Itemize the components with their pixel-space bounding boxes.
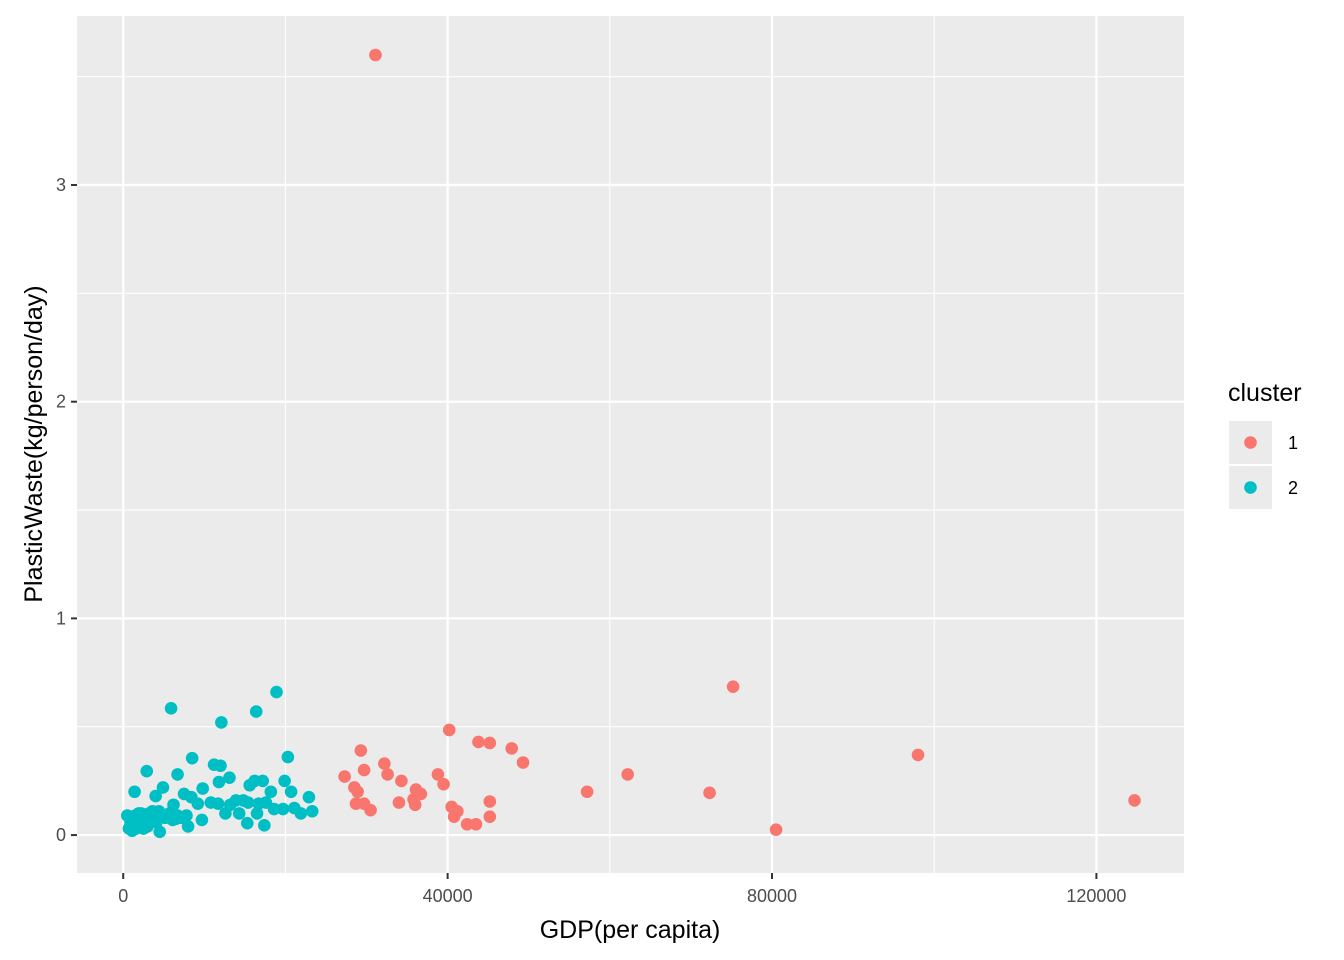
y-axis-title: PlasticWaste(kg/person/day) <box>20 285 48 602</box>
legend-title: cluster <box>1228 379 1302 407</box>
x-axis-ticks: 0 40000 80000 120000 <box>118 873 1126 906</box>
legend-key-swatch <box>1244 481 1257 494</box>
data-point-cluster-1 <box>395 774 408 788</box>
data-point-cluster-2 <box>252 797 265 810</box>
data-point-cluster-1 <box>516 756 530 769</box>
data-point-cluster-2 <box>214 759 227 773</box>
plot-panel <box>77 16 1184 873</box>
data-point-cluster-1 <box>483 795 497 808</box>
data-point-cluster-2 <box>232 807 246 820</box>
data-point-cluster-2 <box>169 812 183 826</box>
data-point-cluster-2 <box>249 705 263 718</box>
data-point-cluster-2 <box>305 804 319 818</box>
data-point-cluster-2 <box>212 775 226 789</box>
data-point-cluster-1 <box>392 796 406 809</box>
data-point-cluster-1 <box>408 798 422 812</box>
data-point-cluster-1 <box>381 768 394 781</box>
data-point-cluster-2 <box>264 785 278 799</box>
data-point-cluster-1 <box>726 680 740 693</box>
data-point-cluster-1 <box>437 777 450 791</box>
data-point-cluster-1 <box>483 736 497 750</box>
data-point-cluster-2 <box>243 778 257 792</box>
data-point-cluster-2 <box>140 764 154 778</box>
data-point-cluster-1 <box>483 810 497 823</box>
y-tick-label: 0 <box>56 825 66 845</box>
x-tick-label: 40000 <box>423 886 473 906</box>
x-tick-label: 0 <box>118 886 128 906</box>
x-tick-label: 120000 <box>1066 886 1126 906</box>
data-point-cluster-2 <box>219 807 232 820</box>
legend-label: 2 <box>1288 478 1298 498</box>
data-point-cluster-2 <box>250 807 264 820</box>
data-point-cluster-2 <box>276 802 290 816</box>
data-point-cluster-2 <box>156 781 170 794</box>
data-point-cluster-1 <box>442 723 456 737</box>
x-tick-label: 80000 <box>747 886 797 906</box>
data-point-cluster-2 <box>256 774 270 788</box>
data-point-cluster-2 <box>211 797 225 810</box>
grid-major <box>77 16 1184 873</box>
data-point-cluster-1 <box>769 823 783 836</box>
data-point-cluster-2 <box>171 768 184 781</box>
legend-label: 1 <box>1288 433 1298 453</box>
data-point-cluster-2 <box>195 813 209 827</box>
data-point-cluster-1 <box>472 735 485 749</box>
data-point-cluster-2 <box>196 782 210 795</box>
data-point-cluster-1 <box>445 800 458 814</box>
data-point-cluster-1 <box>354 744 368 757</box>
y-tick-label: 1 <box>56 608 66 628</box>
data-point-cluster-1 <box>621 768 634 781</box>
legend-key-swatch <box>1244 436 1257 449</box>
data-point-cluster-1 <box>364 803 377 817</box>
data-point-cluster-2 <box>132 807 145 820</box>
y-tick-label: 3 <box>56 175 66 195</box>
data-point-cluster-1 <box>460 817 474 831</box>
data-point-cluster-2 <box>128 785 141 799</box>
x-axis-title: GDP(per capita) <box>540 916 721 944</box>
data-point-cluster-2 <box>284 785 298 799</box>
data-point-cluster-2 <box>241 816 254 830</box>
data-points <box>120 48 1141 839</box>
data-point-cluster-1 <box>580 785 594 799</box>
y-axis-ticks: 0 1 2 3 <box>56 175 77 845</box>
data-point-cluster-2 <box>215 716 228 729</box>
grid-minor <box>77 16 1184 873</box>
y-tick-label: 2 <box>56 392 66 412</box>
data-point-cluster-1 <box>351 785 364 799</box>
data-point-cluster-2 <box>153 825 167 839</box>
data-point-cluster-1 <box>369 48 382 62</box>
data-point-cluster-2 <box>302 790 316 804</box>
data-point-cluster-1 <box>409 783 423 796</box>
data-point-cluster-2 <box>185 751 199 765</box>
data-point-cluster-2 <box>258 819 271 832</box>
data-point-cluster-2 <box>141 820 154 833</box>
data-point-cluster-2 <box>149 789 162 803</box>
data-point-cluster-1 <box>338 770 351 783</box>
legend-keys: 12 <box>1229 421 1298 509</box>
data-point-cluster-1 <box>469 817 483 831</box>
legend: cluster 12 <box>1228 379 1302 509</box>
data-point-cluster-1 <box>505 742 518 755</box>
data-point-cluster-2 <box>281 750 295 764</box>
data-point-cluster-1 <box>378 757 391 770</box>
data-point-cluster-2 <box>278 774 291 788</box>
data-point-cluster-1 <box>703 786 716 800</box>
data-point-cluster-2 <box>267 802 281 816</box>
data-point-cluster-1 <box>447 810 461 823</box>
data-point-cluster-2 <box>164 702 178 715</box>
data-point-cluster-2 <box>191 797 205 810</box>
data-point-cluster-1 <box>1128 794 1141 807</box>
data-point-cluster-1 <box>357 763 371 777</box>
data-point-cluster-2 <box>223 771 236 784</box>
data-point-cluster-2 <box>270 685 283 699</box>
data-point-cluster-2 <box>241 796 255 809</box>
data-point-cluster-1 <box>431 768 445 781</box>
data-point-cluster-2 <box>181 820 195 833</box>
data-point-cluster-2 <box>294 807 308 820</box>
data-point-cluster-1 <box>911 748 925 762</box>
